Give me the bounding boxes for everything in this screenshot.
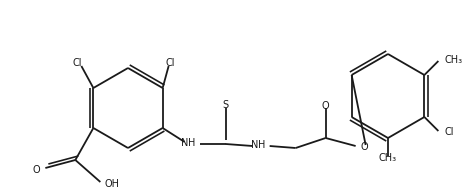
Text: N: N xyxy=(181,138,188,148)
Text: N: N xyxy=(251,140,258,150)
Text: O: O xyxy=(361,142,368,152)
Text: H: H xyxy=(258,140,265,150)
Text: S: S xyxy=(223,100,228,110)
Text: CH₃: CH₃ xyxy=(379,153,397,163)
Text: Cl: Cl xyxy=(166,58,175,68)
Text: H: H xyxy=(188,138,195,148)
Text: O: O xyxy=(322,101,329,111)
Text: Cl: Cl xyxy=(445,127,454,137)
Text: Cl: Cl xyxy=(73,58,82,68)
Text: OH: OH xyxy=(104,179,119,189)
Text: CH₃: CH₃ xyxy=(445,55,463,65)
Text: O: O xyxy=(33,165,40,175)
